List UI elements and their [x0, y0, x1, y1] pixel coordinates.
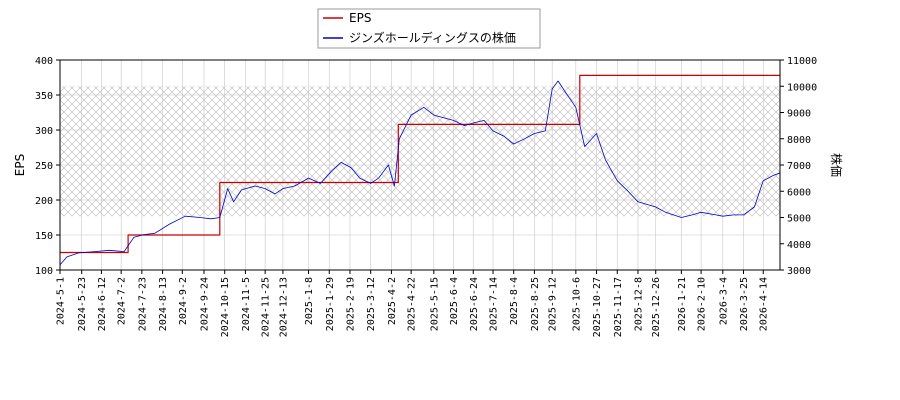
x-axis: 2024-5-1 2024-5-23 2024-6-12 2024-7-2 2024-7…	[56, 270, 770, 337]
x-tick-label: 2024-10-15	[220, 277, 231, 337]
x-tick-label: 2024-9-2	[178, 277, 189, 325]
series-layer	[60, 74, 780, 266]
legend: EPS ジンズホールディングスの株価	[317, 8, 541, 49]
legend-box	[317, 8, 541, 49]
grid-lines	[59, 59, 780, 271]
left-tick-label: 100	[35, 266, 53, 277]
x-tick-label: 2024-11-5	[241, 277, 252, 331]
x-tick-label: 2025-1-8	[304, 277, 315, 325]
x-tick-label: 2025-7-14	[488, 277, 499, 331]
x-tick-label: 2025-6-4	[449, 277, 460, 325]
x-tick-label: 2024-8-13	[158, 277, 169, 331]
left-tick-label: 150	[35, 231, 53, 242]
left-tick-label: 350	[35, 91, 53, 102]
x-tick-label: 2024-6-12	[97, 277, 108, 331]
x-tick-label: 2026-4-14	[759, 277, 770, 331]
left-tick-label: 400	[35, 56, 53, 67]
x-tick-label: 2025-10-27	[592, 277, 603, 337]
right-tick-label: 6000	[787, 187, 811, 198]
x-tick-label: 2025-5-15	[429, 277, 440, 331]
x-tick-label: 2025-4-22	[407, 277, 418, 331]
x-tick-label: 2026-2-10	[697, 277, 708, 331]
x-tick-label: 2025-8-4	[509, 277, 520, 325]
left-axis-title: EPS	[13, 154, 27, 176]
x-tick-label: 2025-9-12	[548, 277, 559, 331]
x-tick-label: 2024-7-23	[137, 277, 148, 331]
right-tick-label: 11000	[787, 56, 817, 67]
x-tick-label: 2025-10-6	[571, 277, 582, 331]
x-tick-label: 2026-3-4	[718, 277, 729, 325]
x-tick-label: 2024-5-23	[77, 277, 88, 331]
x-tick-label: 2024-11-25	[261, 277, 272, 337]
hatched-band	[60, 86, 780, 217]
right-tick-label: 8000	[787, 135, 811, 146]
right-tick-label: 7000	[787, 161, 811, 172]
x-tick-label: 2024-12-13	[278, 277, 289, 337]
left-tick-label: 200	[35, 196, 53, 207]
eps-line	[60, 74, 780, 254]
x-tick-label: 2026-3-25	[739, 277, 750, 331]
x-tick-label: 2025-8-25	[530, 277, 541, 331]
left-tick-label: 300	[35, 126, 53, 137]
right-tick-label: 10000	[787, 82, 817, 93]
legend-price-label: ジンズホールディングスの株価	[349, 30, 516, 45]
x-tick-label: 2025-4-2	[387, 277, 398, 325]
x-tick-label: 2025-11-17	[613, 277, 624, 337]
x-tick-label: 2024-9-24	[200, 277, 211, 331]
stock-price-line	[60, 80, 780, 266]
right-tick-label: 4000	[787, 240, 811, 251]
right-axis-title: 株価	[829, 153, 844, 177]
x-tick-label: 2025-2-19	[345, 277, 356, 331]
left-axis: 100 150 200 250 300 350 400	[35, 56, 60, 277]
x-tick-label: 2026-1-21	[677, 277, 688, 331]
x-tick-label: 2025-1-29	[325, 277, 336, 331]
x-tick-label: 2024-7-2	[117, 277, 128, 325]
right-tick-label: 3000	[787, 266, 811, 277]
x-tick-label: 2024-5-1	[56, 277, 67, 325]
x-tick-label: 2025-3-12	[366, 277, 377, 331]
x-tick-label: 2025-12-8	[633, 277, 644, 331]
left-tick-label: 250	[35, 161, 53, 172]
x-tick-label: 2025-12-26	[651, 277, 662, 337]
right-tick-label: 9000	[787, 109, 811, 120]
x-tick-label: 2025-6-24	[469, 277, 480, 331]
right-tick-label: 5000	[787, 214, 811, 225]
legend-eps-label: EPS	[349, 11, 371, 25]
right-axis: 3000 4000 5000 6000 7000 8000 9000 10000 11000	[780, 56, 817, 277]
